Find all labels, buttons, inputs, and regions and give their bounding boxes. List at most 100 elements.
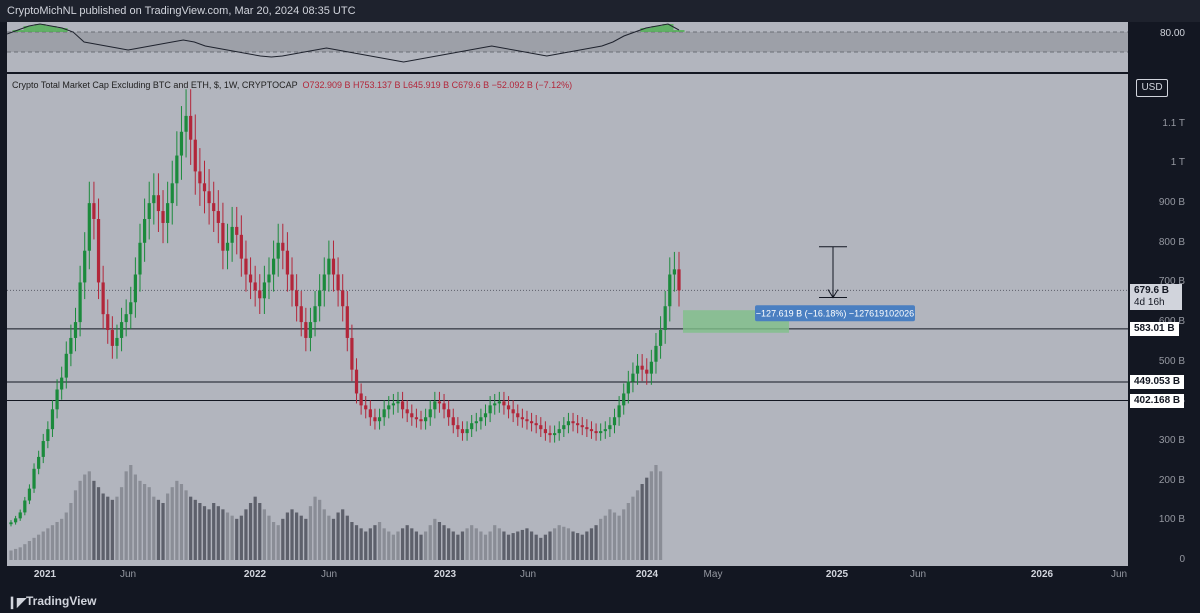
candle-body	[612, 417, 617, 426]
candle-body	[640, 365, 644, 370]
volume-bar	[138, 480, 142, 560]
volume-bar	[32, 537, 36, 560]
candle-body	[548, 433, 552, 436]
volume-bar	[184, 490, 188, 560]
volume-bar	[529, 531, 534, 560]
price-axis-label: 800 B	[1158, 236, 1185, 248]
candle-body	[529, 421, 534, 424]
volume-bar	[599, 518, 603, 560]
published-text: CryptoMichNL published on TradingView.co…	[7, 5, 356, 17]
price-axis-label: 500 B	[1158, 355, 1185, 367]
rsi-band	[7, 32, 1128, 52]
volume-bar	[258, 503, 262, 560]
candle-body	[336, 274, 340, 291]
volume-bar	[18, 547, 22, 560]
footer-brand: TradingView	[26, 594, 97, 608]
candle-body	[318, 290, 322, 307]
volume-bar	[589, 528, 594, 560]
candle-body	[668, 274, 672, 307]
volume-bar	[631, 496, 635, 560]
candlestick-chart: −127.619 B (−16.18%) −127619102026	[7, 89, 1128, 560]
volume-bar	[400, 528, 405, 560]
volume-bar	[387, 531, 391, 560]
candle-body	[603, 429, 607, 432]
volume-bar	[419, 534, 423, 560]
price-axis[interactable]: 80.00 USD 1.1 T 1 T 900 B 800 B 700 B 600 B 50…	[1128, 22, 1193, 566]
volume-bar	[129, 465, 133, 560]
candle-body	[124, 314, 128, 323]
rsi-overbought-fill	[662, 24, 674, 32]
price-axis-label: 1 T	[1170, 157, 1185, 169]
candle-body	[562, 425, 566, 430]
candle-body	[571, 421, 575, 424]
candle-body	[216, 211, 220, 223]
candle-body	[460, 429, 465, 434]
volume-bar	[354, 525, 359, 560]
volume-bar	[350, 522, 354, 560]
time-axis-label: Jun	[1110, 569, 1128, 580]
rsi-pane[interactable]	[6, 22, 1128, 72]
volume-bar	[212, 503, 216, 560]
volume-bar	[373, 525, 377, 560]
candle-body	[271, 258, 276, 275]
candle-body	[534, 423, 538, 426]
price-axis-label: 900 B	[1158, 197, 1185, 209]
price-axis-label: 0	[1179, 554, 1185, 565]
volume-bar	[470, 525, 474, 560]
volume-bar	[331, 518, 336, 560]
candle-body	[456, 425, 460, 430]
volume-bar	[525, 528, 529, 560]
candle-body	[262, 282, 266, 299]
volume-bar	[147, 487, 151, 560]
volume-bar	[451, 531, 455, 560]
volume-bar	[382, 528, 386, 560]
candle-body	[119, 322, 124, 338]
volume-bar	[92, 480, 96, 560]
volume-bar	[405, 525, 409, 560]
candle-body	[23, 500, 27, 513]
volume-bar	[318, 499, 322, 560]
candle-body	[9, 522, 13, 525]
candle-body	[483, 413, 488, 418]
rsi-overbought-fill	[640, 28, 652, 32]
volume-bar	[299, 515, 303, 560]
volume-bar	[170, 487, 174, 560]
currency-button[interactable]: USD	[1136, 79, 1168, 97]
volume-bar	[202, 506, 207, 560]
candle-body	[424, 417, 428, 422]
candle-body	[645, 369, 649, 374]
price-pane[interactable]: −127.619 B (−16.18%) −127619102026 Crypt…	[7, 74, 1128, 566]
candle-body	[41, 441, 45, 457]
time-axis-label: Jun	[320, 569, 338, 580]
bar-countdown: 4d 16h	[1134, 297, 1165, 309]
candle-body	[608, 425, 612, 430]
candle-body	[539, 425, 543, 430]
volume-bar	[359, 528, 363, 560]
candle-body	[239, 234, 243, 259]
candle-body	[387, 405, 391, 410]
volume-bar	[617, 515, 621, 560]
volume-bar	[585, 531, 589, 560]
candle-body	[410, 413, 414, 418]
volume-bar	[580, 534, 584, 560]
volume-bar	[101, 493, 105, 560]
candle-body	[207, 191, 211, 204]
volume-bar	[175, 480, 179, 560]
candle-body	[156, 195, 161, 212]
time-axis-label: 2024	[635, 569, 659, 580]
candle-body	[193, 139, 197, 172]
volume-bar	[502, 531, 506, 560]
time-axis-label: 2023	[433, 569, 457, 580]
rsi-overbought-fill	[34, 24, 46, 32]
volume-bar	[483, 534, 488, 560]
candle-body	[566, 421, 571, 426]
time-axis[interactable]: 2021 Jun 2022 Jun 2023 Jun 2024 May 2025 Jun 2026 J…	[7, 566, 1128, 586]
volume-bar	[645, 477, 649, 560]
candle-body	[451, 417, 455, 426]
candle-body	[170, 183, 174, 204]
volume-bar	[506, 534, 511, 560]
volume-bar	[216, 506, 220, 560]
candle-body	[161, 211, 165, 223]
volume-bar	[557, 525, 561, 560]
candle-body	[212, 203, 216, 212]
